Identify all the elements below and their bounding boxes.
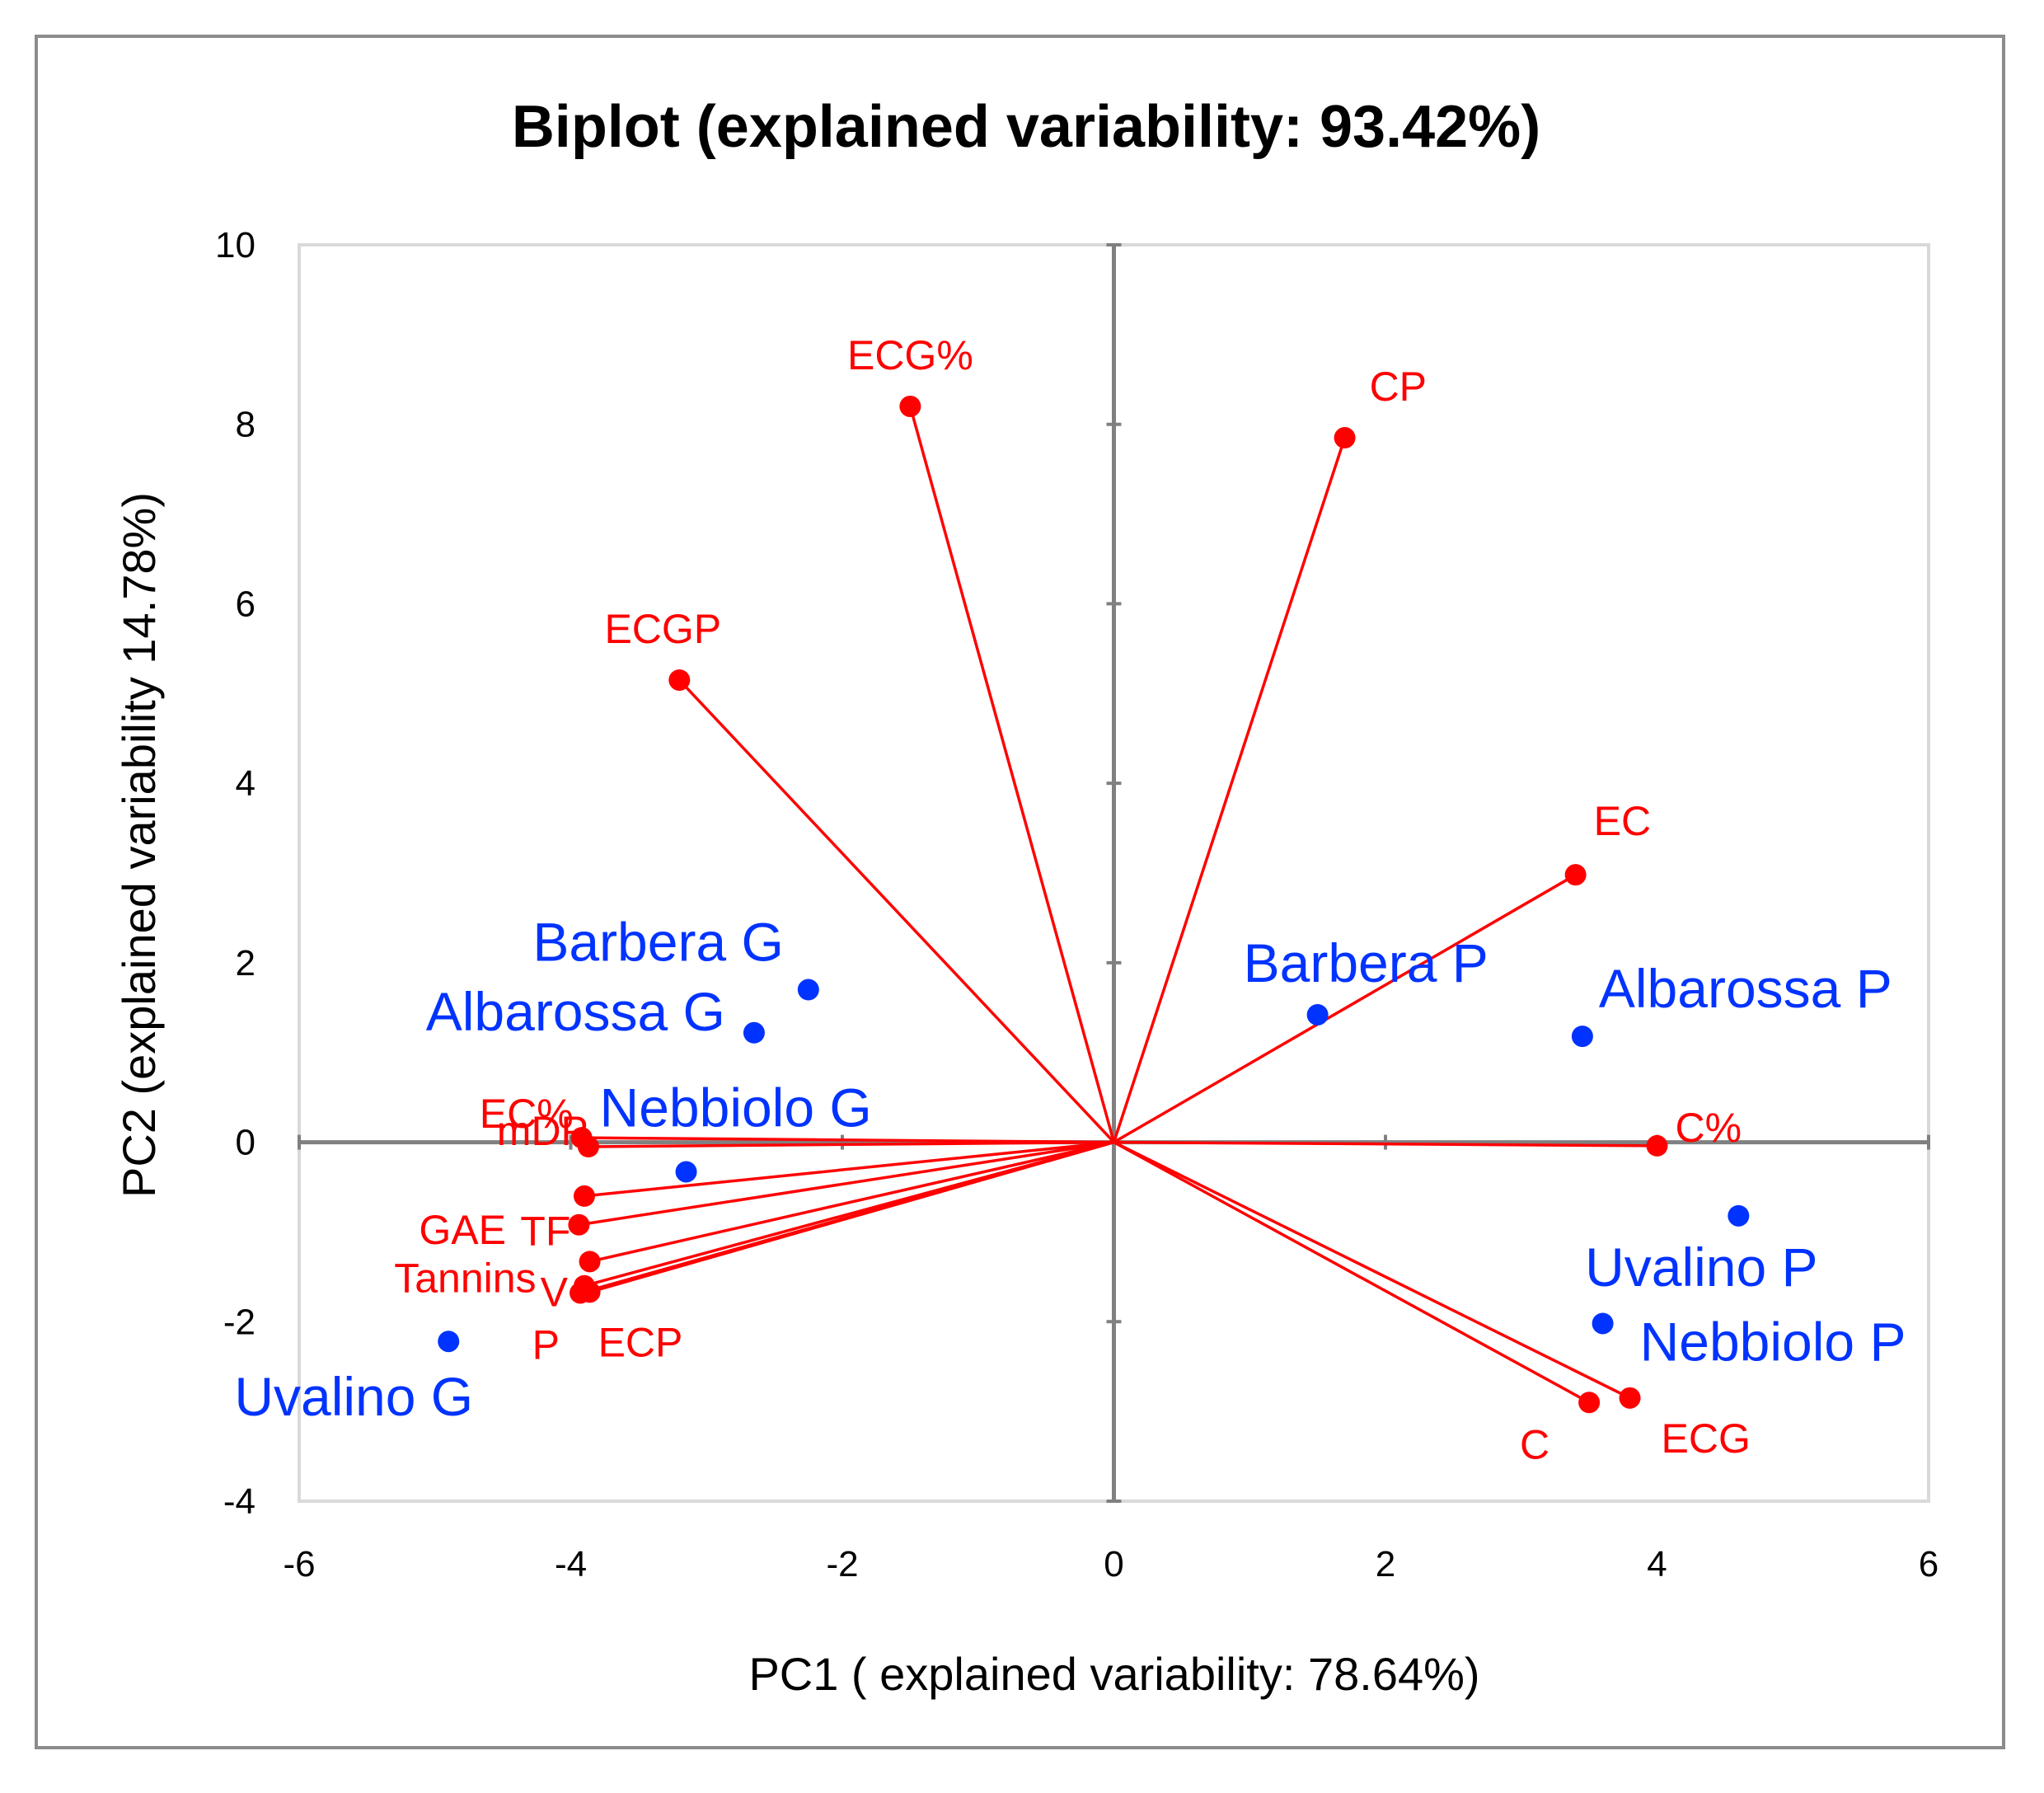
observation-point-barbera-g [797,979,819,1001]
variable-label-ecp: ECP [598,1319,683,1365]
vector-ecg [1113,1141,1631,1400]
y-tick-label: 4 [236,763,256,804]
y-tick-label: 0 [236,1123,256,1163]
variable-label-ec: EC [1594,798,1651,844]
variable-point-cp [1334,427,1356,449]
variable-point-mdp [577,1136,599,1158]
y-tick-label: 10 [215,225,256,265]
variable-vectors [579,406,1657,1404]
y-axis-title: PC2 (explained variability 14.78%) [113,492,165,1198]
vector-ecgp [678,678,1115,1143]
x-axis-title: PC1 ( explained variability: 78.64%) [748,1648,1479,1700]
vector-ecg-pct [908,406,1116,1143]
vector-ecp [589,1140,1114,1294]
x-tick-label: 4 [1647,1544,1667,1584]
observation-label-albarossa-p: Albarossa P [1599,958,1892,1019]
observation-label-albarossa-g: Albarossa G [426,981,725,1042]
y-tick-label: 6 [236,584,256,624]
x-tick-label: -4 [555,1544,587,1584]
y-tick-label: 2 [236,943,256,983]
variable-point-c [1578,1392,1601,1414]
vector-tf [579,1140,1114,1227]
vector-c-pct [1113,1140,1657,1148]
y-tick-label: 8 [236,405,256,445]
y-tick-label: -4 [223,1481,256,1522]
variable-label-c-pct: C% [1676,1105,1742,1151]
observation-label-uvalino-p: Uvalino P [1585,1237,1817,1298]
vector-mdp [588,1140,1114,1148]
observation-point-barbera-p [1306,1003,1329,1026]
vector-ec-pct [581,1136,1114,1144]
x-tick-label: 0 [1104,1544,1123,1584]
variable-points [568,395,1668,1414]
variable-label-ecgp: ECGP [604,606,721,652]
variable-label-v: V [541,1270,569,1316]
variable-label-ecg: ECG [1662,1415,1751,1462]
variable-label-tannins: Tannins [394,1255,536,1301]
observation-label-nebbiolo-p: Nebbiolo P [1640,1311,1906,1372]
variable-point-tannins [579,1251,601,1273]
variable-label-tf: TF [520,1209,570,1255]
variable-point-tf [568,1213,590,1236]
chart-frame [35,35,2005,1749]
variable-point-ecgp [668,669,691,691]
variable-point-c-pct [1646,1134,1668,1157]
observation-point-albarossa-g [743,1021,765,1044]
observation-point-nebbiolo-g [675,1161,697,1183]
variable-point-ecg-pct [899,395,921,417]
x-tick-label: -2 [826,1544,858,1584]
variable-label-cp: CP [1370,364,1427,410]
variable-point-ecp [579,1281,601,1303]
observation-point-nebbiolo-p [1592,1312,1614,1335]
observation-label-uvalino-g: Uvalino G [234,1366,473,1427]
vector-c [1113,1141,1590,1404]
observation-label-barbera-g: Barbera G [532,912,783,973]
variable-point-gae [573,1185,595,1207]
variable-label-gae: GAE [419,1207,506,1253]
x-tick-label: 6 [1919,1544,1939,1584]
variable-label-ecg-pct: ECG% [847,332,973,378]
vector-gae [584,1140,1114,1198]
observation-point-uvalino-p [1728,1204,1750,1227]
vector-cp [1112,437,1347,1143]
observation-point-uvalino-g [438,1331,460,1353]
observation-points [438,979,1750,1353]
variable-label-ec-pct: EC% [480,1091,574,1137]
observation-point-albarossa-p [1571,1026,1593,1048]
variable-label-mdp: mDP [497,1108,588,1154]
y-tick-label: -2 [223,1302,256,1342]
tick-labels-layer: -6 -4 -2 0 2 4 6 -4 -2 0 2 4 6 8 10 [215,225,1939,1584]
x-tick-label: 2 [1376,1544,1395,1584]
variable-point-ec [1564,864,1587,886]
variable-label-p: P [532,1321,560,1368]
variable-label-c: C [1520,1421,1549,1467]
observation-label-nebbiolo-g: Nebbiolo G [600,1077,872,1138]
variable-point-ecg [1619,1387,1641,1409]
vector-ec [1113,873,1577,1144]
x-tick-label: -6 [283,1544,315,1584]
chart-title: Biplot (explained variability: 93.42%) [512,94,1540,160]
vector-tannins [589,1140,1114,1264]
observation-label-barbera-p: Barbera P [1244,932,1488,993]
